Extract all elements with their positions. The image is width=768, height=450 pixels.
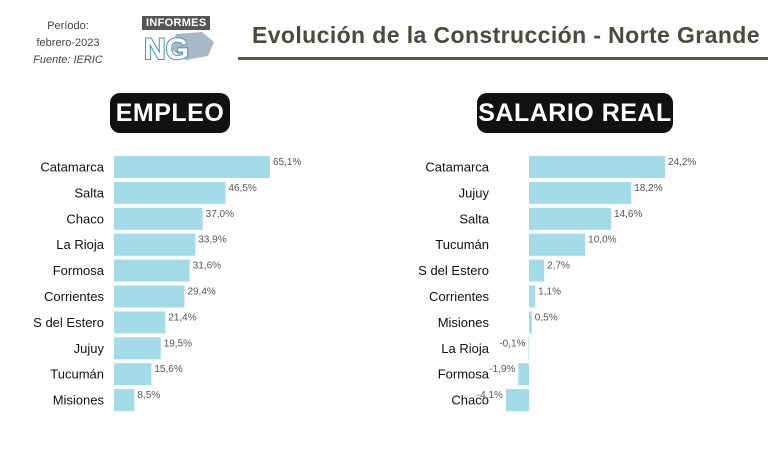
logo-letters: NG <box>144 33 189 64</box>
empleo-category-label: Chaco <box>66 211 104 226</box>
empleo-bar <box>114 285 185 308</box>
empleo-value-label: 21,4% <box>168 312 196 323</box>
empleo-value-label: 65,1% <box>273 157 301 168</box>
salario-category-label: Corrientes <box>429 289 489 304</box>
salario-value-label: 0,5% <box>535 312 558 323</box>
empleo-category-label: S del Estero <box>33 315 104 330</box>
salario-value-label: 1,1% <box>538 287 561 298</box>
salario-category-label: Misiones <box>438 315 490 330</box>
salario-category-label: Salta <box>459 211 489 226</box>
salario-value-label: 24,2% <box>668 157 696 168</box>
salario-bar <box>529 233 586 256</box>
period-label: Período: <box>47 20 89 32</box>
salario-category-label: Catamarca <box>425 160 489 175</box>
salario-bar-chart: Catamarca 24,2% Jujuy 18,2% Salta 14,6% Tucumá… <box>418 156 696 412</box>
empleo-value-label: 31,6% <box>193 261 221 272</box>
salario-category-label: S del Estero <box>418 263 489 278</box>
empleo-category-label: Catamarca <box>40 160 104 175</box>
empleo-value-label: 46,5% <box>228 183 256 194</box>
salario-bar <box>529 259 545 282</box>
empleo-bar <box>114 181 226 204</box>
empleo-bar <box>114 389 135 412</box>
empleo-category-label: Salta <box>74 185 104 200</box>
salario-value-label: 18,2% <box>634 183 662 194</box>
salario-bar <box>528 337 530 360</box>
empleo-category-label: Formosa <box>53 263 105 278</box>
empleo-bar <box>114 207 203 230</box>
empleo-value-label: 37,0% <box>206 209 234 220</box>
empleo-value-label: 19,5% <box>164 338 192 349</box>
salario-category-label: Jujuy <box>459 185 490 200</box>
empleo-bar <box>114 156 270 178</box>
salario-category-label: Tucumán <box>435 237 489 252</box>
empleo-bar <box>114 337 161 360</box>
salario-value-label: 2,7% <box>547 261 570 272</box>
empleo-value-label: 8,5% <box>137 390 160 401</box>
salario-bar <box>529 285 536 308</box>
salario-value-label: -1,9% <box>489 364 515 375</box>
salario-value-label: -4,1% <box>477 390 503 401</box>
empleo-category-label: Tucumán <box>50 367 104 382</box>
page-title: Evolución de la Construcción - Norte Gra… <box>252 22 760 48</box>
salario-value-label: 14,6% <box>614 209 642 220</box>
empleo-bar <box>114 363 152 386</box>
empleo-category-label: Misiones <box>53 393 105 408</box>
empleo-bar-chart: Catamarca 65,1% Salta 46,5% Chaco 37,0% La Rio… <box>33 156 301 412</box>
salario-bar <box>529 311 532 334</box>
empleo-value-label: 33,9% <box>198 235 226 246</box>
salario-category-label: La Rioja <box>441 341 489 356</box>
title-underline <box>238 57 768 60</box>
informes-ng-logo: INFORMES NG <box>142 16 216 64</box>
source-label: Fuente: IERIC <box>33 54 103 66</box>
salario-value-label: 10,0% <box>588 235 616 246</box>
empleo-bar <box>114 259 190 282</box>
map-shape-icon <box>172 32 214 60</box>
empleo-category-label: Jujuy <box>74 341 105 356</box>
logo-tag: INFORMES <box>142 16 211 30</box>
empleo-chart-title: EMPLEO <box>110 93 230 133</box>
salario-bar <box>529 156 665 178</box>
salario-category-label: Formosa <box>438 367 490 382</box>
empleo-category-label: La Rioja <box>56 237 104 252</box>
salario-bar <box>518 363 529 386</box>
period-value: febrero-2023 <box>36 37 100 49</box>
salario-bar <box>505 389 529 412</box>
logo-mark: NG <box>143 32 214 64</box>
salario-value-label: -0,1% <box>499 338 525 349</box>
report-metadata: Período: febrero-2023 Fuente: IERIC <box>22 18 114 69</box>
empleo-bar <box>114 311 166 334</box>
empleo-bar <box>114 233 196 256</box>
empleo-category-label: Corrientes <box>44 289 104 304</box>
salario-bar <box>529 181 632 204</box>
salario-category-label: Chaco <box>451 393 489 408</box>
empleo-value-label: 15,6% <box>154 364 182 375</box>
salario-chart-title: SALARIO REAL <box>477 93 673 133</box>
salario-bar <box>529 207 612 230</box>
empleo-value-label: 29,4% <box>187 287 215 298</box>
